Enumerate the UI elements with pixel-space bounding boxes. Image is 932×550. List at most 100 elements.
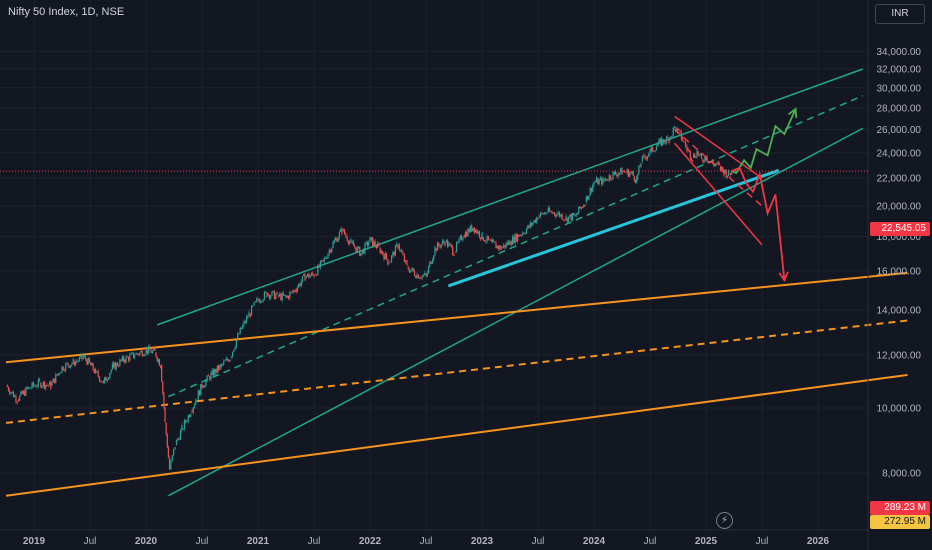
candle-body [634, 180, 637, 183]
candle-body [154, 348, 156, 351]
candle-body [286, 295, 288, 298]
candle-body [569, 214, 571, 217]
candle-body [151, 350, 153, 354]
candle-body [200, 383, 202, 396]
candle-body [357, 246, 360, 248]
candle-body [80, 354, 82, 357]
candle-body [500, 245, 502, 250]
candle-body [242, 325, 244, 329]
candle-body [393, 251, 395, 256]
candle-body [214, 369, 216, 376]
candle-body [68, 365, 71, 368]
candle-body [342, 229, 344, 231]
candle-body [262, 299, 264, 302]
candle-body [197, 390, 199, 400]
candle-body [263, 291, 265, 300]
candle-body [709, 161, 712, 163]
lightning-icon[interactable]: ⚡ [716, 512, 733, 529]
candle-body [119, 359, 121, 367]
candle-body [352, 241, 355, 246]
candle-body [295, 289, 297, 292]
candle-body [256, 298, 258, 302]
candle-body [82, 357, 84, 359]
candle-body [30, 387, 32, 389]
candle-body [585, 196, 587, 202]
candle-body [168, 457, 171, 470]
candle-body [114, 362, 116, 370]
candle-body [124, 359, 126, 363]
candle-body [299, 283, 301, 286]
candle-body [654, 150, 656, 152]
x-tick-label: 2026 [807, 536, 830, 547]
trendline-falling-channel-top [674, 115, 763, 179]
candle-body [617, 174, 619, 177]
candle-body [46, 384, 48, 386]
candle-body [639, 166, 641, 167]
candle-body [398, 244, 400, 251]
candle-body [473, 227, 475, 233]
candle-body [711, 161, 713, 163]
candle-body [87, 357, 89, 365]
candle-body [630, 172, 632, 173]
candle-body [675, 127, 677, 133]
candle-body [581, 207, 584, 208]
candle-body [338, 231, 341, 238]
x-tick-label: Jul [420, 536, 433, 547]
candle-body [55, 374, 57, 383]
candle-body [16, 401, 18, 403]
candle-body [164, 407, 166, 422]
candle-body [472, 228, 474, 232]
candle-body [120, 359, 122, 361]
candle-body [118, 365, 120, 367]
candle-body [476, 229, 478, 234]
candle-body [531, 222, 533, 226]
candle-body [51, 382, 53, 386]
candle-body [618, 172, 621, 175]
trendline-upper-channel-mid [168, 94, 864, 398]
candle-body [687, 149, 689, 151]
candle-body [705, 156, 707, 160]
candle-body [731, 169, 733, 175]
candle-body [631, 171, 633, 173]
candle-body [480, 237, 482, 239]
candle-body [587, 196, 589, 200]
candle-body [39, 379, 41, 381]
candle-body [198, 390, 201, 396]
candle-body [284, 295, 286, 296]
x-tick-label: Jul [84, 536, 97, 547]
candle-body [623, 171, 626, 173]
x-tick-label: 2022 [359, 536, 382, 547]
candle-body [186, 421, 188, 423]
candle-body [356, 247, 358, 252]
candle-body [557, 212, 559, 214]
candle-body [615, 171, 617, 175]
candle-body [244, 321, 246, 323]
candle-body [331, 247, 333, 253]
candle-body [650, 146, 652, 152]
candle-body [351, 241, 353, 244]
candle-body [546, 212, 548, 214]
candle-body [85, 357, 87, 360]
candle-body [83, 355, 85, 358]
candle-body [494, 241, 496, 243]
y-tick-label: 22,000.00 [877, 174, 922, 185]
candle-body [215, 369, 217, 373]
currency-selector[interactable]: INR [875, 4, 925, 24]
candle-body [578, 206, 580, 214]
candle-body [459, 235, 461, 239]
candle-body [371, 237, 374, 246]
candle-body [592, 185, 594, 192]
candle-body [324, 258, 327, 259]
candle-body [333, 240, 335, 244]
candle-body [467, 228, 469, 237]
candle-body [221, 364, 224, 365]
candle-body [142, 355, 145, 357]
candle-body [202, 385, 204, 388]
candle-body [533, 219, 535, 223]
candle-body [144, 354, 146, 356]
candle-body [426, 272, 428, 277]
candle-body [712, 161, 714, 164]
candle-body [439, 245, 441, 248]
candle-body [385, 253, 388, 259]
